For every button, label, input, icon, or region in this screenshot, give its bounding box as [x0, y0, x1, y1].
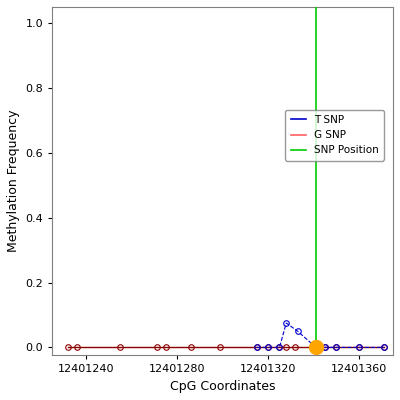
Y-axis label: Methylation Frequency: Methylation Frequency	[7, 110, 20, 252]
X-axis label: CpG Coordinates: CpG Coordinates	[170, 380, 276, 393]
Legend: T SNP, G SNP, SNP Position: T SNP, G SNP, SNP Position	[285, 110, 384, 160]
